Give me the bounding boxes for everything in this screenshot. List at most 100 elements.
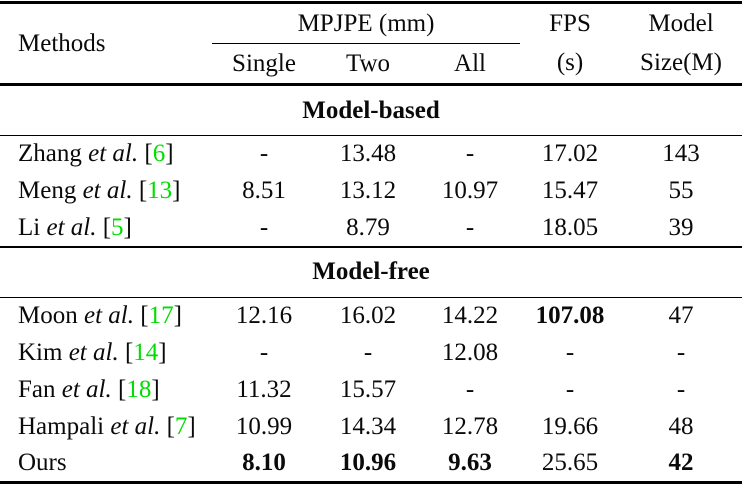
method-name: Fan et al. [18] [0, 371, 212, 408]
citation-bracket-open: [ [133, 301, 149, 329]
section-title-model-based: Model-based [0, 84, 742, 136]
method-author: Fan [18, 375, 56, 403]
table-row: Moon et al. [17] 12.16 16.02 14.22 107.08 47 [0, 297, 742, 334]
col-header-model: Model [648, 9, 714, 37]
col-header-all: All [420, 43, 521, 86]
value-cell-all: - [465, 140, 475, 168]
citation-link[interactable]: 6 [152, 140, 166, 168]
value-cell-two: 16.02 [339, 301, 397, 329]
table-row: Li et al. [5] -8.79-18.05 39 [0, 209, 742, 248]
citation-bracket-open: [ [160, 412, 175, 440]
value-cell-two: 8.79 [316, 209, 420, 248]
method-name: Moon et al. [17] [0, 297, 212, 334]
value-cell-fps: 19.66 [541, 412, 599, 440]
section-title-model-free: Model-free [0, 246, 742, 298]
value-cell-two: 15.57 [339, 375, 397, 403]
citation-bracket-close: ] [172, 177, 181, 204]
method-author: Moon [18, 301, 78, 329]
citation-bracket-close: ] [123, 213, 132, 241]
citation-link[interactable]: 5 [111, 213, 124, 241]
value-cell-model-size: 48 [668, 412, 694, 440]
value-cell-all: 10.97 [441, 177, 499, 204]
value-cell-single: 11.32 [236, 375, 292, 403]
col-header-mpjpe-group: MPJPE (mm) [212, 2, 521, 44]
citation-bracket-open: [ [118, 338, 134, 366]
value-cell-fps: 107.08 [535, 301, 605, 329]
et-al-label: et al. [81, 140, 139, 168]
method-author: Meng [18, 177, 77, 204]
citation-bracket-open: [ [111, 375, 127, 403]
value-cell-two: 13.48 [339, 140, 397, 168]
table-row: Ours 8.10 10.96 9.63 25.65 42 [0, 445, 742, 482]
citation-bracket-close: ] [165, 140, 174, 168]
table-row: Fan et al. [18] 11.32 15.57 - - - [0, 371, 742, 408]
et-al-label: et al. [77, 301, 134, 329]
value-cell-single: - [259, 140, 269, 168]
col-header-model-unit: Size(M) [620, 43, 742, 86]
table-row: Meng et al. [13] 8.51 13.12 10.97 15.47 55 [0, 173, 742, 210]
col-header-fps-unit: (s) [520, 43, 621, 86]
value-cell-all: 9.63 [448, 448, 492, 476]
value-cell-two: 14.34 [339, 412, 397, 440]
table-row: Hampali et al. [7] 10.99 14.34 12.78 19.66 48 [0, 408, 742, 445]
value-cell-all: 12.78 [441, 412, 499, 440]
value-cell-model-size: 42 [668, 448, 694, 476]
value-cell-model-size: - [676, 338, 686, 366]
citation-bracket-close: ] [173, 301, 182, 329]
citation-link[interactable]: 7 [174, 412, 188, 440]
table-row: Zhang et al. [6] - 13.48 - 17.02 143 [0, 136, 742, 173]
value-cell-model-size: - [676, 375, 686, 403]
citation-bracket-open: [ [138, 140, 153, 168]
value-cell-fps: 25.65 [541, 448, 599, 476]
value-cell-all: 12.08 [441, 338, 499, 366]
value-cell-model-size: 55 [668, 177, 694, 204]
et-al-label: et al. [55, 375, 112, 403]
col-header-methods: Methods [0, 2, 212, 86]
header-row-1: Methods MPJPE (mm) FPS Model [0, 2, 742, 86]
value-cell-two: 13.12 [339, 177, 397, 204]
value-cell-all: - [420, 209, 521, 248]
col-header-two: Two [316, 43, 420, 86]
citation-bracket-open: [ [132, 177, 148, 204]
value-cell-all: 14.22 [441, 301, 499, 329]
method-author: Li [18, 213, 41, 241]
method-author: Ours [18, 448, 67, 476]
citation-bracket-close: ] [158, 338, 167, 366]
citation-link[interactable]: 13 [147, 177, 173, 204]
col-header-fps: FPS [549, 9, 591, 37]
et-al-label: et al. [104, 412, 161, 440]
value-cell-fps: 17.02 [541, 140, 599, 168]
citation-bracket-open: [ [96, 213, 112, 241]
value-cell-fps: - [565, 375, 575, 403]
citation-link[interactable]: 14 [133, 338, 159, 366]
method-author: Zhang [18, 140, 82, 168]
et-al-label: et al. [76, 177, 133, 204]
method-name: Zhang et al. [6] [0, 136, 212, 173]
value-cell-all: - [465, 375, 475, 403]
method-name: Li et al. [5] [0, 209, 212, 248]
section-row: Model-based [0, 84, 742, 136]
value-cell-single: 8.51 [242, 177, 286, 204]
header-row-2: Single Two All (s) Size(M) [0, 43, 742, 86]
value-cell-fps: 18.05 [520, 209, 621, 248]
method-author: Kim [18, 338, 63, 366]
col-header-single: Single [212, 43, 316, 86]
method-name: Ours [0, 445, 212, 482]
method-author: Hampali [18, 412, 105, 440]
value-cell-model-size: 143 [662, 140, 700, 168]
value-cell-single: - [259, 338, 269, 366]
citation-link[interactable]: 18 [126, 375, 152, 403]
method-name: Kim et al. [14] [0, 334, 212, 371]
citation-link[interactable]: 17 [148, 301, 174, 329]
section-row: Model-free [0, 246, 742, 298]
method-name: Meng et al. [13] [0, 173, 212, 210]
table-row: Kim et al. [14] - - 12.08 - - [0, 334, 742, 371]
et-al-label: et al. [40, 213, 97, 241]
value-cell-model-size: 47 [668, 301, 694, 329]
value-cell-fps: 15.47 [541, 177, 599, 204]
citation-bracket-close: ] [187, 412, 196, 440]
value-cell-two: 10.96 [339, 448, 397, 476]
value-cell-single: 12.16 [235, 301, 293, 329]
